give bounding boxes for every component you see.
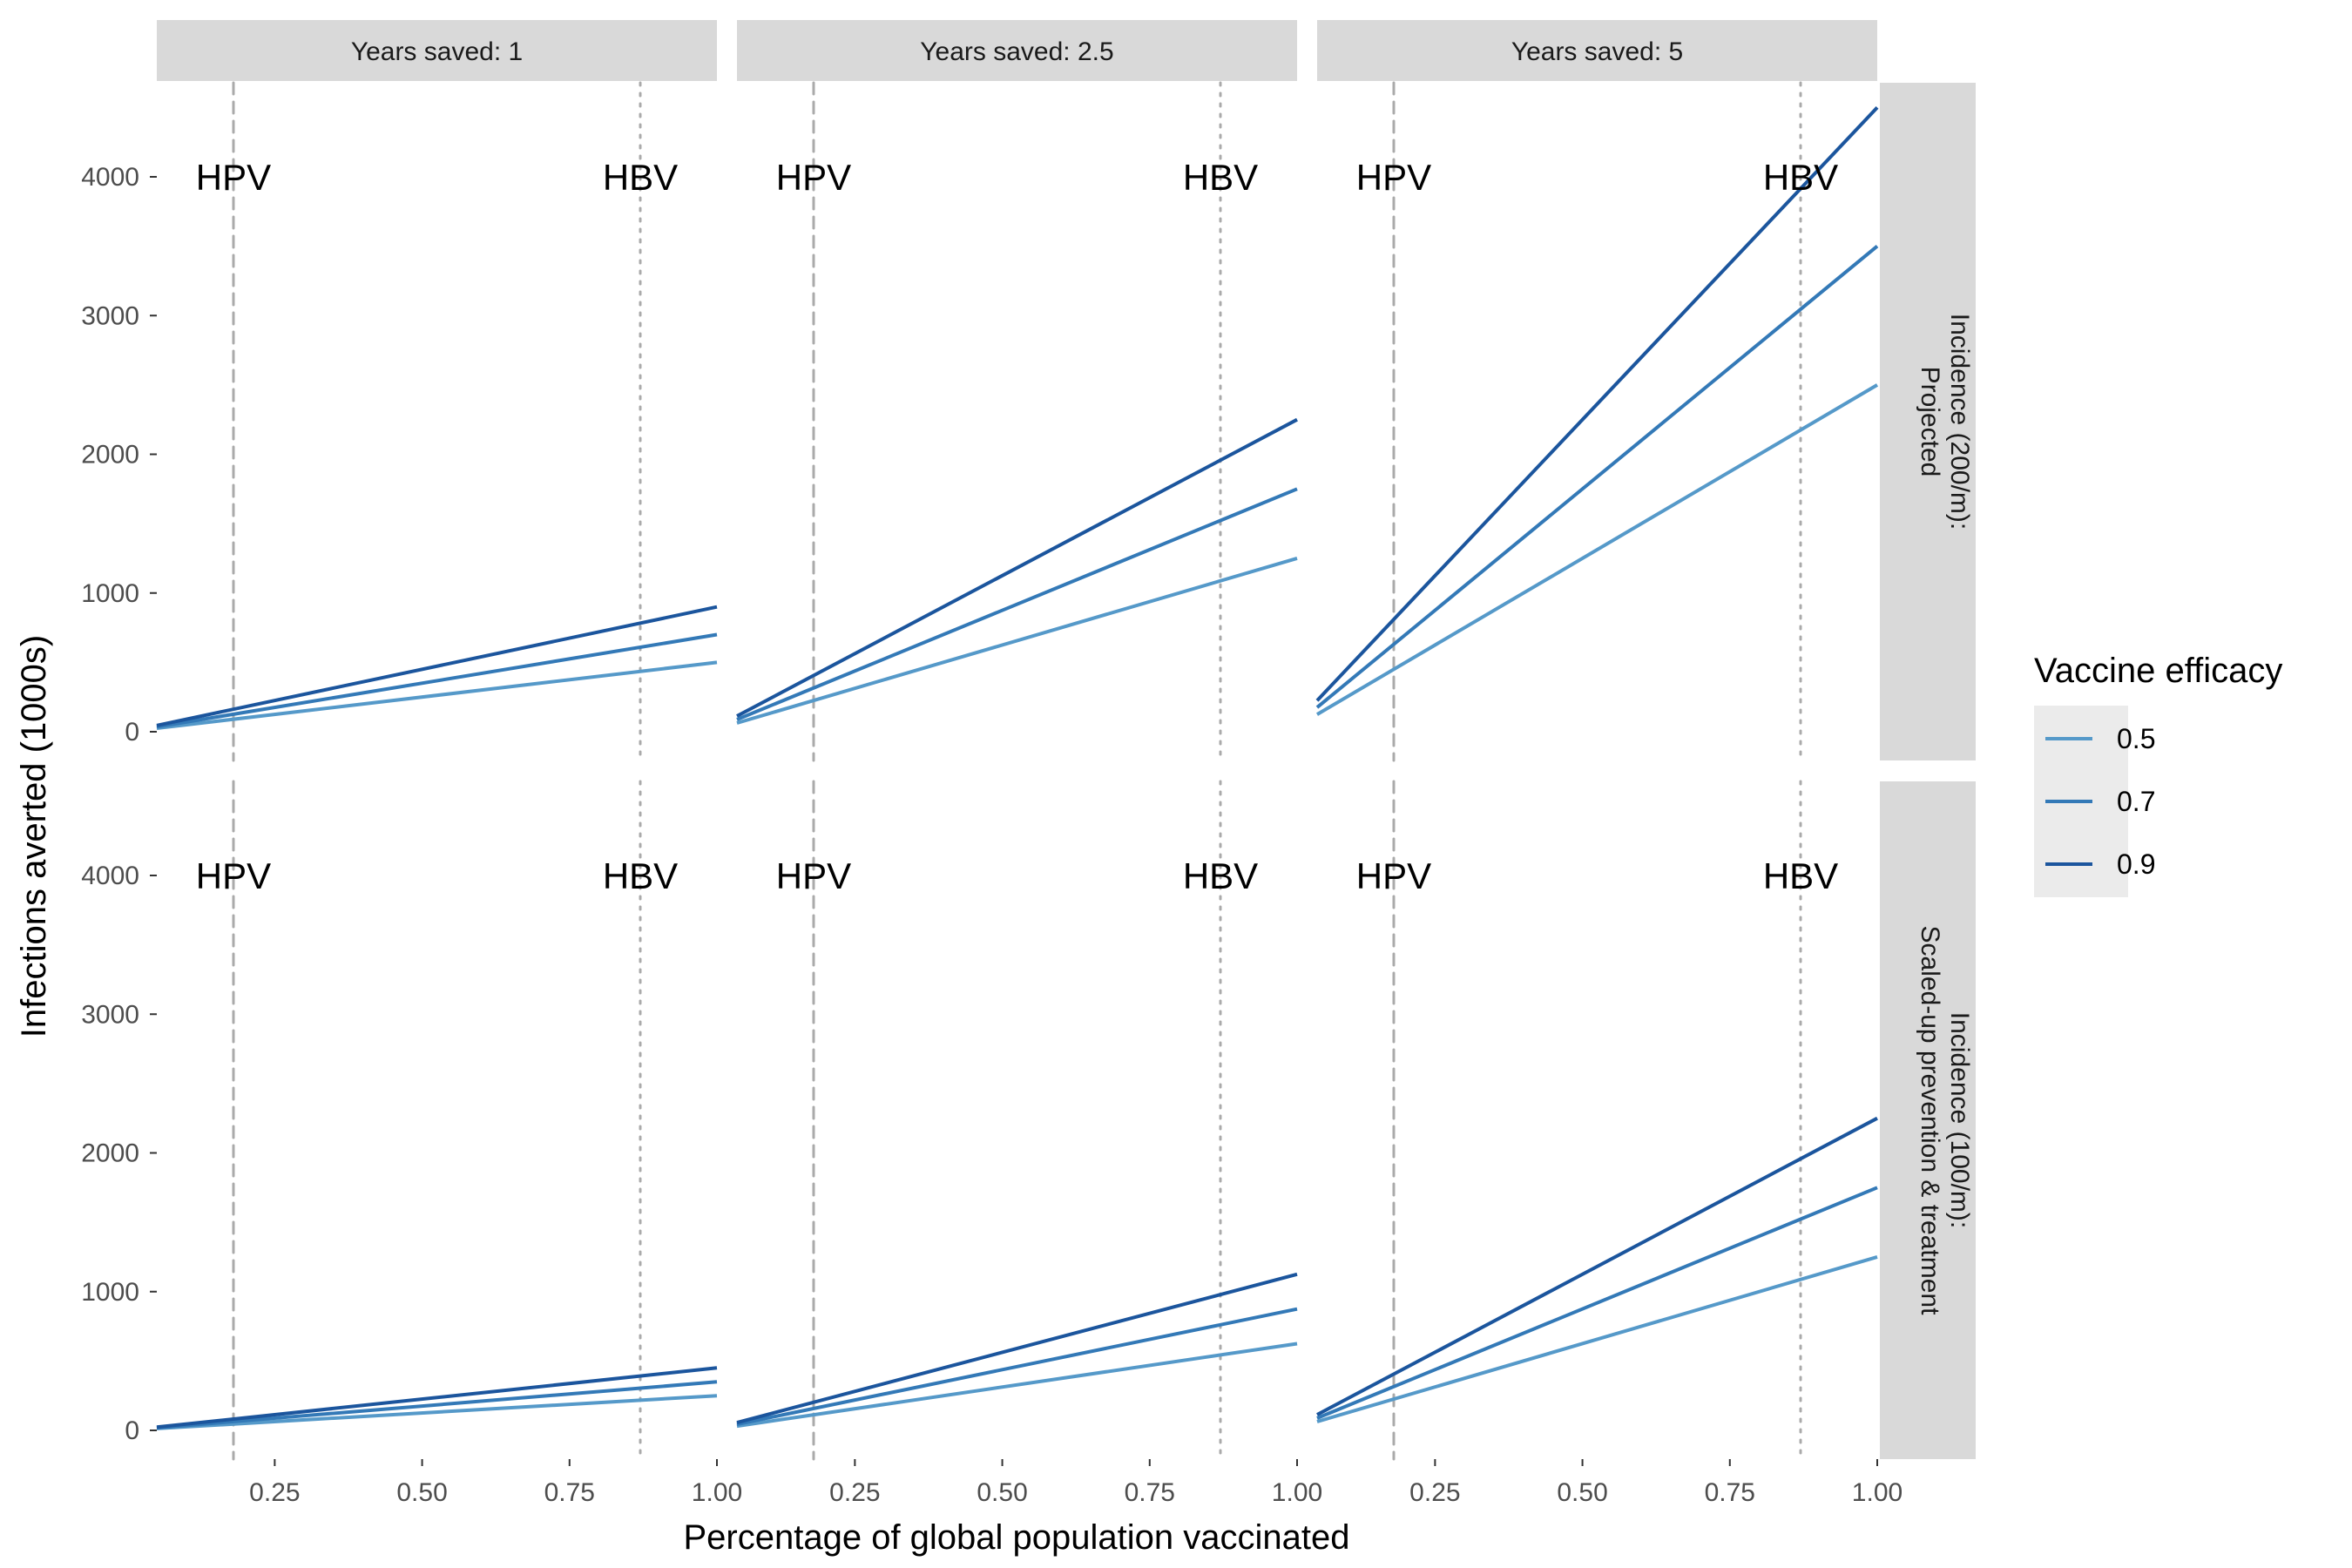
y-tick-label: 2000 bbox=[81, 1139, 139, 1168]
x-tick-label: 1.00 bbox=[1272, 1478, 1322, 1507]
hpv-annotation: HPV bbox=[196, 157, 271, 198]
reference-annotations: HPV HBV HPV HBV HPV HBV HPV HBV HPV HBV HPV HBV bbox=[196, 157, 1838, 896]
y-tick-label: 0 bbox=[125, 718, 139, 747]
series-line-0-9-r1c1 bbox=[156, 605, 718, 727]
facet-strip-label-row-1-line-2: Projected bbox=[1916, 367, 1944, 477]
facet-strip-row-2 bbox=[1880, 781, 1976, 1459]
series-line-0-5-r1c3 bbox=[1315, 383, 1879, 716]
y-axis-title: Infections averted (1000s) bbox=[15, 635, 53, 1037]
facet-strip-label-row-2-line-2: Scaled-up prevention & treatment bbox=[1916, 926, 1944, 1316]
x-tick-label: 0.25 bbox=[1409, 1478, 1460, 1507]
series-line-0-7-r1c2 bbox=[736, 487, 1298, 721]
x-tick-label: 0.50 bbox=[977, 1478, 1027, 1507]
hpv-annotation: HPV bbox=[1356, 157, 1431, 198]
hbv-annotation: HBV bbox=[1763, 855, 1838, 896]
series-line-0-7-r1c3 bbox=[1315, 245, 1879, 709]
series-line-0-5-r2c1 bbox=[156, 1394, 718, 1430]
facet-strip-label-col-2: Years saved: 2.5 bbox=[920, 37, 1113, 66]
facet-strip-col-2 bbox=[737, 20, 1297, 81]
facet-strip-row-1 bbox=[1880, 83, 1976, 760]
facet-strips: Years saved: 1 Years saved: 2.5 Years save… bbox=[157, 20, 1976, 1459]
x-tick-label: 0.75 bbox=[1125, 1478, 1175, 1507]
series-line-0-5-r1c1 bbox=[156, 660, 718, 730]
x-tick-label: 1.00 bbox=[1852, 1478, 1903, 1507]
legend-label-0-9: 0.9 bbox=[2117, 848, 2155, 880]
facet-strip-col-3 bbox=[1317, 20, 1877, 81]
hpv-annotation: HPV bbox=[1356, 855, 1431, 896]
series-line-0-5-r2c3 bbox=[1316, 1254, 1878, 1423]
facet-strip-label-col-3: Years saved: 5 bbox=[1511, 37, 1683, 66]
hpv-annotation: HPV bbox=[776, 855, 851, 896]
y-tick-label: 4000 bbox=[81, 163, 139, 192]
series-line-0-9-r1c3 bbox=[1315, 106, 1879, 702]
legend-label-0-5: 0.5 bbox=[2117, 723, 2155, 754]
legend: Vaccine efficacy 0.5 0.7 0.9 bbox=[2034, 652, 2282, 897]
series-line-0-5-r2c2 bbox=[736, 1342, 1298, 1429]
y-tick-label: 3000 bbox=[81, 1000, 139, 1029]
series-line-0-9-r2c3 bbox=[1316, 1116, 1878, 1416]
hbv-annotation: HBV bbox=[1763, 157, 1838, 198]
y-tick-label: 3000 bbox=[81, 301, 139, 330]
x-tick-label: 0.25 bbox=[249, 1478, 300, 1507]
x-tick-label: 0.50 bbox=[1557, 1478, 1607, 1507]
x-tick-label: 0.75 bbox=[1705, 1478, 1755, 1507]
y-tick-label: 2000 bbox=[81, 441, 139, 470]
x-tick-label: 0.25 bbox=[829, 1478, 880, 1507]
series-line-0-9-r2c2 bbox=[736, 1272, 1298, 1425]
series-line-0-7-r2c3 bbox=[1316, 1186, 1878, 1420]
hbv-annotation: HBV bbox=[1183, 157, 1258, 198]
y-tick-label: 0 bbox=[125, 1416, 139, 1445]
y-tick-label: 4000 bbox=[81, 862, 139, 890]
facet-strip-label-col-1: Years saved: 1 bbox=[351, 37, 523, 66]
y-tick-label: 1000 bbox=[81, 579, 139, 608]
legend-label-0-7: 0.7 bbox=[2117, 786, 2155, 817]
hbv-annotation: HBV bbox=[603, 157, 678, 198]
series-line-0-5-r1c2 bbox=[736, 556, 1298, 725]
hpv-annotation: HPV bbox=[776, 157, 851, 198]
x-axis-title: Percentage of global population vaccinat… bbox=[684, 1518, 1350, 1557]
y-tick-label: 1000 bbox=[81, 1278, 139, 1307]
x-tick-label: 0.50 bbox=[396, 1478, 447, 1507]
facet-strip-label-row-2-line-1: Incidence (100/m): bbox=[1945, 1012, 1974, 1228]
series-line-0-7-r1c1 bbox=[156, 632, 718, 729]
series-line-0-9-r2c1 bbox=[156, 1366, 718, 1429]
hpv-annotation: HPV bbox=[196, 855, 271, 896]
series-line-0-7-r2c1 bbox=[156, 1380, 718, 1430]
legend-title: Vaccine efficacy bbox=[2034, 652, 2282, 690]
hbv-annotation: HBV bbox=[603, 855, 678, 896]
hbv-annotation: HBV bbox=[1183, 855, 1258, 896]
series-lines bbox=[156, 106, 1879, 1430]
series-line-0-7-r2c2 bbox=[736, 1307, 1298, 1426]
facet-strip-label-row-1-line-1: Incidence (200/m): bbox=[1945, 314, 1974, 530]
x-tick-label: 1.00 bbox=[692, 1478, 742, 1507]
series-line-0-9-r1c2 bbox=[736, 417, 1298, 718]
x-tick-label: 0.75 bbox=[544, 1478, 595, 1507]
facet-strip-col-1 bbox=[157, 20, 717, 81]
axis-ticks: 0 1000 2000 3000 4000 0 1000 2000 3000 4000 0.25 0.… bbox=[81, 163, 1903, 1507]
